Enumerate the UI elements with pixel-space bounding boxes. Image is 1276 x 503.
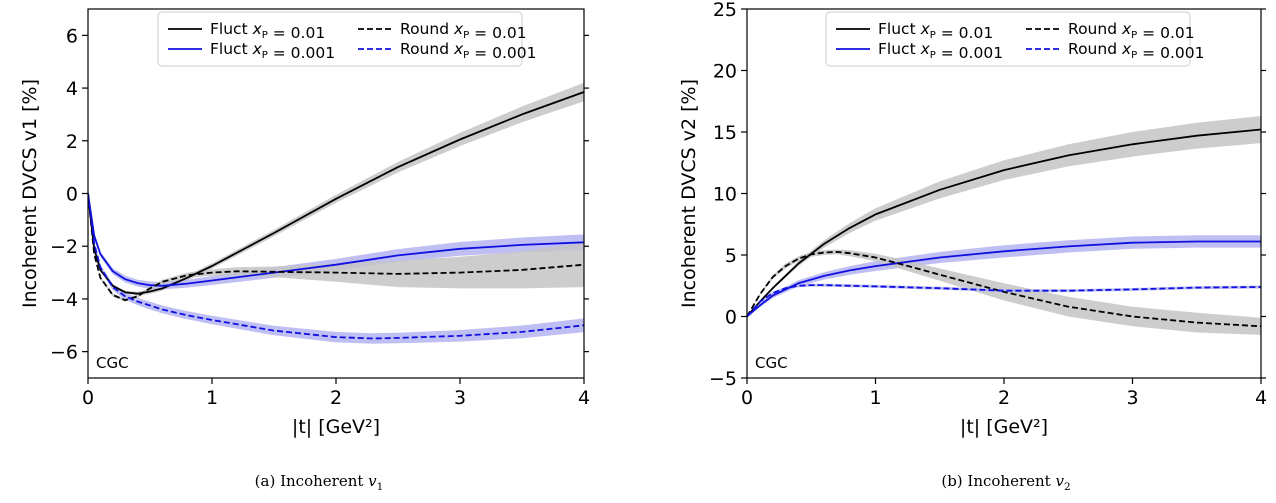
annotation-cgc: CGC <box>755 354 788 372</box>
x-tick-label: 1 <box>869 387 881 409</box>
y-tick-label: −2 <box>50 236 78 258</box>
uncertainty-band-0 <box>88 82 584 296</box>
x-tick-label: 0 <box>82 387 94 409</box>
y-tick-label: 20 <box>713 61 737 83</box>
x-tick-label: 3 <box>454 387 466 409</box>
x-axis-label: |t| [GeV²] <box>292 416 380 438</box>
legend-label-0: Fluct xP = 0.01 <box>878 20 993 42</box>
y-tick-label: 5 <box>725 245 737 267</box>
series-line-3 <box>747 284 1261 318</box>
y-tick-label: 6 <box>66 25 78 47</box>
x-tick-label: 3 <box>1126 387 1138 409</box>
uncertainty-band-2 <box>88 193 584 302</box>
series-line-0 <box>747 128 1261 318</box>
legend-label-0: Fluct xP = 0.01 <box>210 20 325 42</box>
panel-incoherent-v1: 0 1 2 3 4 −6 −4 −2 0 2 4 6 |t| [GeV²] Incoherent DVCS… <box>19 8 590 493</box>
y-tick-label: 25 <box>713 0 737 21</box>
y-tick-label: 4 <box>66 78 78 100</box>
y-tick-label: 0 <box>725 307 737 329</box>
legend-label-3: Round xP = 0.001 <box>1068 40 1204 62</box>
legend-box <box>157 11 523 67</box>
y-tick-label: 2 <box>66 131 78 153</box>
legend-label-1: Fluct xP = 0.001 <box>210 40 335 62</box>
legend: Fluct xP = 0.01 Round xP = 0.01 Fluct xP =… <box>825 11 1204 67</box>
y-tick-label: −4 <box>50 289 78 311</box>
plot-area <box>88 82 584 344</box>
x-tick-label: 2 <box>330 387 342 409</box>
figure-caption: (a) Incoherent v1 <box>255 472 384 493</box>
x-tick-label: 4 <box>578 387 590 409</box>
x-axis-label: |t| [GeV²] <box>960 416 1048 438</box>
series-line-3 <box>88 193 584 340</box>
figure-caption: (b) Incoherent v2 <box>941 472 1070 493</box>
annotation-cgc: CGC <box>96 354 129 372</box>
y-tick-label: 10 <box>713 184 737 206</box>
legend-label-1: Fluct xP = 0.001 <box>878 40 1003 62</box>
series-line-1 <box>88 193 584 287</box>
legend-label-2: Round xP = 0.01 <box>1068 20 1195 42</box>
y-axis-label: Incoherent DVCS v1 [%] <box>19 79 41 308</box>
series-line-0 <box>88 91 584 295</box>
y-axis-label: Incoherent DVCS v2 [%] <box>678 79 700 308</box>
x-tick-label: 0 <box>741 387 753 409</box>
series-line-2 <box>88 193 584 302</box>
uncertainty-band-3 <box>88 193 584 344</box>
plot-area <box>747 116 1261 335</box>
y-tick-label: 0 <box>66 184 78 206</box>
legend-box <box>825 11 1191 67</box>
y-tick-label: 15 <box>713 122 737 144</box>
y-tick-label: −6 <box>50 342 78 364</box>
legend-label-2: Round xP = 0.01 <box>400 20 527 42</box>
x-tick-label: 2 <box>998 387 1010 409</box>
legend-label-3: Round xP = 0.001 <box>400 40 536 62</box>
uncertainty-band-0 <box>747 116 1261 317</box>
y-tick-label: −5 <box>709 368 737 390</box>
x-tick-label: 1 <box>206 387 218 409</box>
legend: Fluct xP = 0.01 Round xP = 0.01 Fluct xP =… <box>157 11 536 67</box>
x-tick-label: 4 <box>1255 387 1267 409</box>
series-line-2 <box>747 250 1261 328</box>
series-line-1 <box>747 240 1261 318</box>
